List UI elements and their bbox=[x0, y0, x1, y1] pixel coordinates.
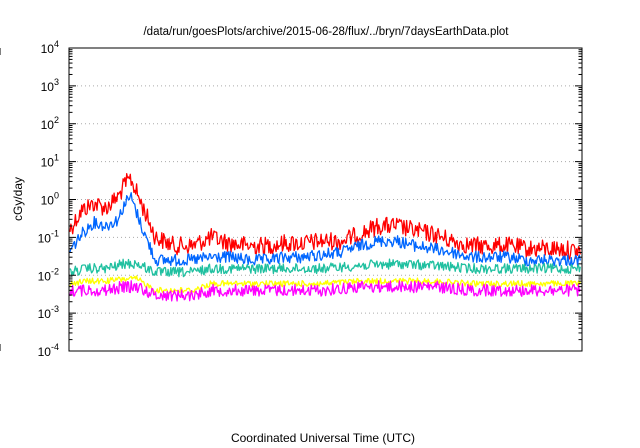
y-tick-label: 10-3 bbox=[38, 304, 59, 321]
chart-title: /data/run/goesPlots/archive/2015-06-28/f… bbox=[143, 26, 509, 38]
y-axis: 10-4 10-3 10-2 10-1 100 101 102 103 104 bbox=[38, 39, 582, 359]
y-tick-label: 10-4 bbox=[38, 342, 59, 359]
y-tick-label: 101 bbox=[41, 153, 59, 170]
y-tick-label: 10-2 bbox=[38, 266, 59, 283]
plot-area bbox=[69, 173, 581, 302]
series-line bbox=[69, 173, 581, 260]
x-axis-label: Coordinated Universal Time (UTC) bbox=[231, 431, 415, 445]
y-axis-label: cGy/day bbox=[11, 177, 25, 221]
y-tick-label: 104 bbox=[41, 39, 59, 56]
series-line bbox=[69, 192, 581, 267]
series-line bbox=[69, 258, 581, 278]
y-tick-label: 103 bbox=[41, 77, 59, 94]
y-tick-label: 102 bbox=[41, 115, 59, 132]
grid bbox=[69, 85, 582, 314]
series-line bbox=[69, 280, 581, 302]
y-tick-label: 10-1 bbox=[38, 228, 59, 245]
y-tick-label: 100 bbox=[41, 191, 59, 208]
